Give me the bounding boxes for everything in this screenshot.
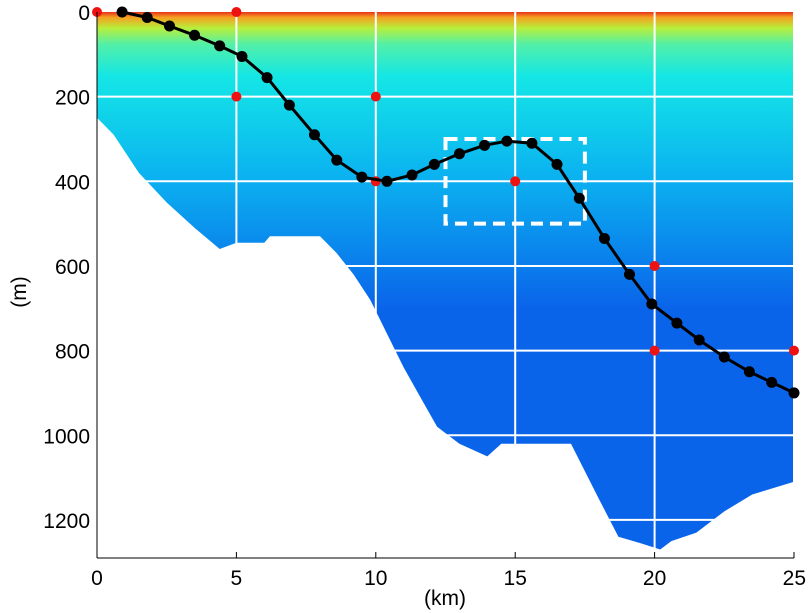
depth-field [97, 12, 794, 550]
x-tick-label: 25 [783, 567, 806, 590]
series-point [671, 317, 683, 329]
series-point [624, 268, 636, 280]
series-point [646, 298, 658, 310]
series-point [381, 175, 393, 187]
series-point [236, 50, 248, 62]
red-marker [231, 91, 242, 102]
x-tick-label: 20 [643, 567, 666, 590]
series-point [308, 129, 320, 141]
series-point [788, 387, 800, 399]
x-tick-label: 0 [91, 567, 103, 590]
red-marker [789, 345, 799, 356]
series-point [551, 158, 563, 170]
x-tick-label: 5 [231, 567, 243, 590]
series-point [598, 232, 610, 244]
series-point [479, 139, 491, 151]
y-tick-label: 200 [55, 87, 90, 110]
series-point [693, 334, 705, 346]
red-marker [510, 176, 521, 187]
y-tick-label: 1000 [43, 425, 90, 448]
series-point [356, 171, 368, 183]
series-point [718, 351, 730, 363]
series-point [526, 137, 538, 149]
y-tick-label: 1200 [43, 510, 90, 533]
red-markers [92, 7, 799, 356]
series-point [501, 135, 513, 147]
series [116, 6, 800, 399]
y-tick-label: 0 [78, 2, 90, 25]
axes: 0 5 10 15 20 25 0 200 400 600 800 1000 1200 [43, 2, 806, 590]
series-point [766, 376, 778, 388]
red-marker [370, 91, 381, 102]
series-point [261, 72, 273, 84]
water-column [97, 12, 794, 550]
x-tick-label: 10 [364, 567, 387, 590]
series-point [743, 366, 755, 378]
y-tick-label: 800 [55, 341, 90, 364]
series-point [573, 192, 585, 204]
series-point [163, 20, 175, 32]
red-marker [231, 7, 242, 17]
series-point [189, 29, 201, 41]
series-point [116, 6, 128, 18]
highlight-box-rect [443, 136, 587, 226]
series-point [428, 158, 440, 170]
red-marker [649, 260, 660, 271]
series-point [331, 154, 343, 166]
series-point [453, 148, 465, 160]
y-axis-label: (m) [8, 276, 31, 307]
series-point [283, 99, 295, 111]
x-tick-label: 15 [504, 567, 527, 590]
series-point [214, 40, 226, 52]
grid [97, 12, 795, 558]
x-axis-label: (km) [424, 587, 466, 610]
highlight-box [443, 136, 587, 226]
series-point [141, 12, 153, 24]
series-point [406, 169, 418, 181]
y-tick-label: 600 [55, 256, 90, 279]
y-tick-label: 400 [55, 171, 90, 194]
red-marker [649, 345, 660, 356]
